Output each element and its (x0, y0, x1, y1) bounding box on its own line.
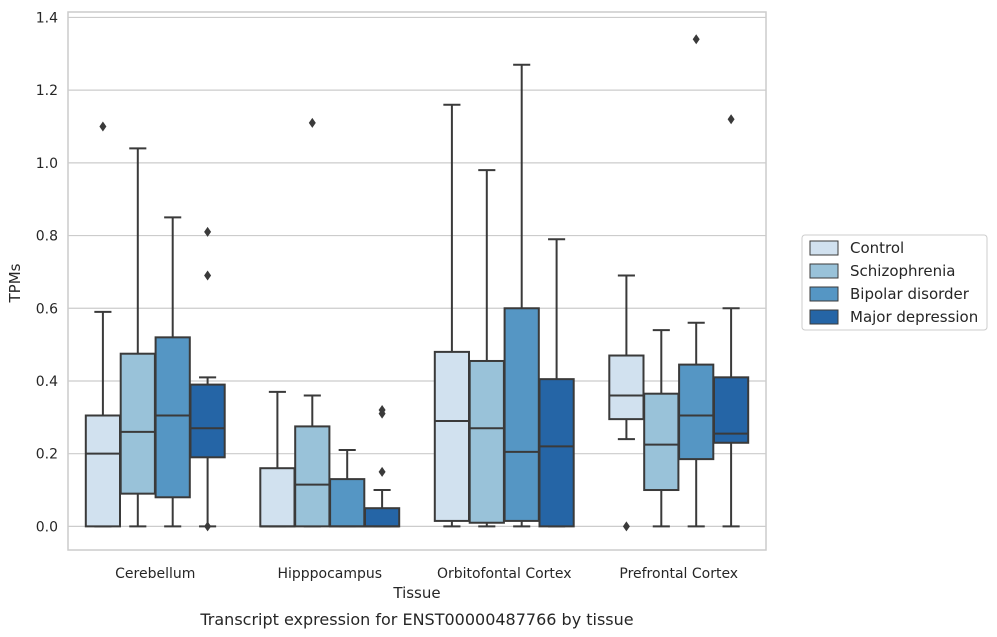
box-body (468, 359, 505, 524)
legend-swatch (809, 263, 839, 279)
x-tick-label: Prefrontal Cortex (619, 566, 738, 582)
box-group (84, 121, 226, 532)
outlier-point (692, 34, 700, 45)
legend-swatch (809, 240, 839, 256)
outlier-point (99, 121, 107, 132)
legend-label: Bipolar disorder (850, 285, 970, 303)
y-tick-label: 0.4 (36, 374, 58, 390)
box-body (259, 467, 296, 528)
outlier-point (622, 521, 630, 532)
box-body (363, 507, 401, 528)
x-tick-label: Orbitofontal Cortex (437, 566, 572, 582)
outlier-point (204, 270, 212, 281)
box-group (259, 117, 401, 528)
plot-frame (67, 11, 767, 551)
box-body (643, 392, 680, 492)
box-body (608, 354, 645, 421)
box-group (433, 63, 575, 528)
box-body (433, 350, 471, 522)
outlier-point (308, 117, 316, 128)
legend: Control Schizophrenia Bipolar disorder Majo… (801, 234, 988, 331)
box-body (154, 336, 191, 499)
box-body (329, 478, 366, 528)
box-body (712, 376, 750, 444)
chart-caption: Transcript expression for ENST0000048776… (199, 610, 633, 629)
box-body (678, 363, 715, 461)
box-body (189, 383, 226, 459)
box-body (294, 425, 331, 528)
legend-label: Control (850, 239, 904, 257)
y-tick-label: 1.2 (36, 83, 58, 99)
x-tick-labels: Cerebellum Hipppocampus Orbitofontal Corte… (115, 566, 738, 582)
x-axis-label: Tissue (392, 584, 440, 602)
box-body (503, 307, 540, 522)
outlier-point (378, 466, 386, 477)
legend-label: Major depression (850, 308, 978, 326)
legend-frame (801, 234, 988, 331)
outlier-point (204, 521, 212, 532)
legend-swatch (809, 309, 839, 325)
box-body (84, 414, 122, 528)
x-tick-label: Cerebellum (115, 566, 195, 582)
legend-swatch (809, 286, 839, 302)
box-group (608, 34, 750, 532)
box-body (119, 352, 156, 495)
y-tick-label: 0.8 (36, 229, 58, 245)
x-tick-label: Hipppocampus (277, 566, 382, 582)
outlier-point (378, 405, 386, 416)
y-tick-labels: 0.0 0.2 0.4 0.6 0.8 1.0 1.2 1.4 (36, 10, 58, 535)
y-axis-label: TPMs (6, 263, 24, 303)
y-tick-label: 1.4 (36, 10, 58, 26)
legend-label: Schizophrenia (850, 262, 955, 280)
box-groups (84, 34, 750, 532)
y-tick-label: 0.6 (36, 301, 58, 317)
box-body (538, 378, 575, 528)
outlier-point (727, 114, 735, 125)
y-tick-label: 0.2 (36, 447, 58, 463)
y-tick-label: 1.0 (36, 156, 58, 172)
outlier-point (204, 226, 212, 237)
y-tick-label: 0.0 (36, 519, 58, 535)
